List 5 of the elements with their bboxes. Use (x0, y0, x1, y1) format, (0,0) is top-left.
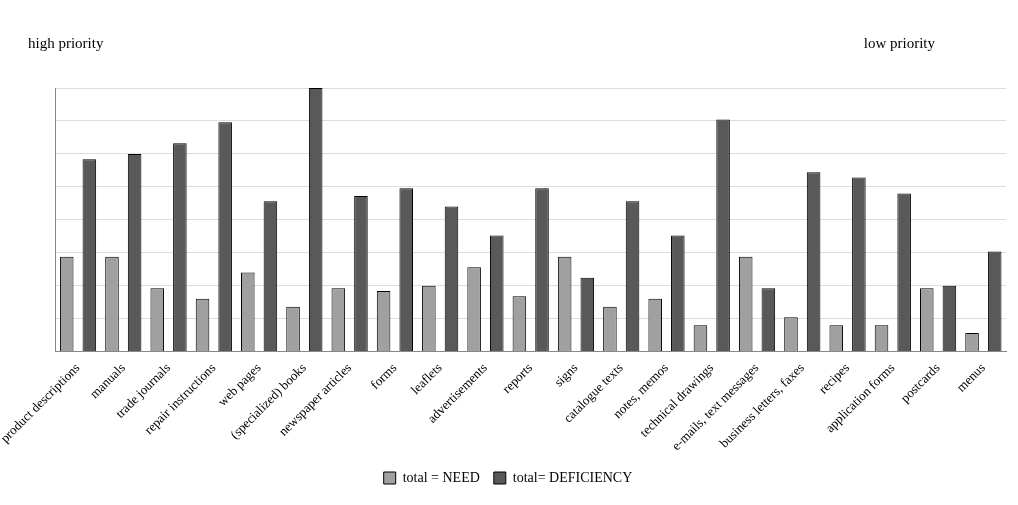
legend-label: total= DEFICIENCY (512, 469, 633, 485)
text: high priority (28, 34, 104, 51)
legend-label: total = NEED (402, 469, 480, 485)
text: low priority (863, 34, 936, 51)
x-tick-label: signs (551, 359, 581, 390)
